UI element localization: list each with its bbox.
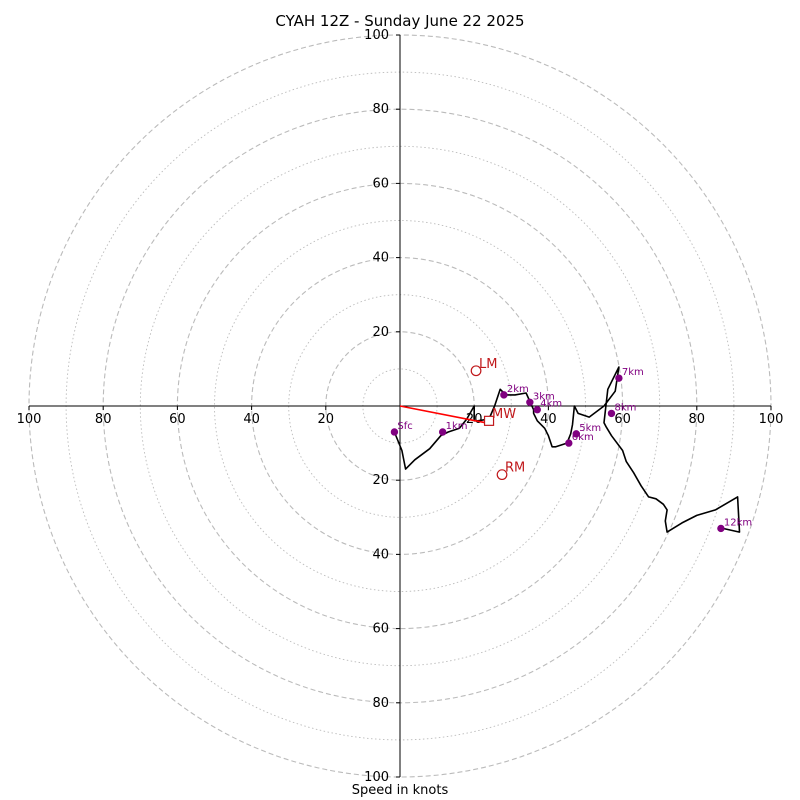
height-marker-8km bbox=[607, 409, 616, 418]
height-marker-12km bbox=[717, 524, 725, 533]
height-marker-label: 8km bbox=[614, 402, 636, 413]
height-marker-2km bbox=[500, 391, 508, 399]
hodograph-trace bbox=[393, 366, 741, 533]
y-tick-label: 20 bbox=[372, 325, 389, 340]
storm-motion-lm-marker bbox=[470, 365, 482, 377]
height-marker-label: 1km bbox=[446, 421, 468, 432]
y-tick-label: 60 bbox=[372, 622, 389, 637]
height-marker-7km bbox=[615, 374, 623, 382]
height-marker-4km bbox=[533, 406, 541, 414]
y-tick-label: 100 bbox=[364, 28, 389, 43]
tick-labels: 1001008080606040402020202040406060808010… bbox=[17, 28, 784, 785]
y-tick-label: 100 bbox=[364, 770, 389, 785]
mean-wind-vector bbox=[399, 405, 486, 424]
x-tick-label: 100 bbox=[17, 412, 42, 427]
height-marker-label: 2km bbox=[507, 384, 529, 395]
height-marker-label: 5km bbox=[579, 423, 601, 434]
height-marker-label: Sfc bbox=[397, 421, 412, 432]
x-tick-label: 80 bbox=[95, 412, 112, 427]
height-marker-label: 7km bbox=[622, 367, 644, 378]
height-marker-5km bbox=[572, 430, 580, 438]
storm-motion-label: LM bbox=[479, 357, 497, 372]
storm-motion-label: MW bbox=[492, 407, 516, 422]
height-marker-sfc bbox=[390, 428, 399, 436]
chart-title: CYAH 12Z - Sunday June 22 2025 bbox=[275, 12, 525, 30]
y-tick-label: 40 bbox=[372, 251, 389, 266]
x-tick-label: 20 bbox=[318, 412, 335, 427]
x-tick-label: 40 bbox=[243, 412, 260, 427]
storm-motion-rm-marker bbox=[496, 469, 508, 481]
y-tick-label: 40 bbox=[372, 547, 389, 562]
x-tick-label: 80 bbox=[689, 412, 706, 427]
x-tick-label: 100 bbox=[759, 412, 784, 427]
height-marker-1km bbox=[438, 428, 447, 436]
y-tick-label: 80 bbox=[372, 102, 389, 117]
y-tick-label: 80 bbox=[372, 696, 389, 711]
x-tick-label: 40 bbox=[540, 412, 557, 427]
storm-motion-markers: LM MW RM bbox=[470, 357, 525, 481]
height-marker-3km bbox=[526, 398, 534, 406]
y-tick-label: 60 bbox=[372, 176, 389, 191]
height-marker-label: 12km bbox=[724, 517, 752, 528]
storm-motion-mw-marker bbox=[483, 415, 495, 426]
mean-wind-vector-group bbox=[399, 405, 486, 424]
x-axis-label: Speed in knots bbox=[351, 783, 449, 798]
hodograph-line bbox=[393, 366, 741, 533]
height-marker-6km bbox=[565, 439, 573, 447]
height-marker-label: 6km bbox=[572, 432, 594, 443]
height-marker-label: 4km bbox=[540, 399, 562, 410]
storm-motion-label: RM bbox=[505, 461, 525, 476]
height-marker-label: 3km bbox=[533, 391, 555, 402]
x-tick-label: 60 bbox=[614, 412, 631, 427]
x-tick-label: 60 bbox=[169, 412, 186, 427]
y-tick-label: 20 bbox=[372, 473, 389, 488]
